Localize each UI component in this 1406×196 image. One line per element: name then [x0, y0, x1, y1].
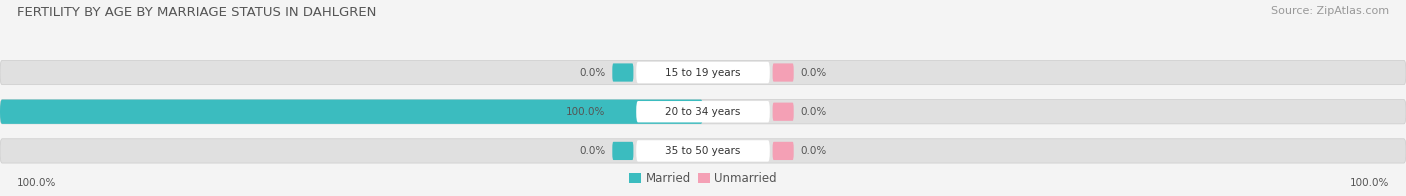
Text: 100.0%: 100.0% — [565, 107, 606, 117]
Text: 0.0%: 0.0% — [801, 107, 827, 117]
FancyBboxPatch shape — [0, 100, 1406, 124]
Text: 100.0%: 100.0% — [17, 178, 56, 188]
Text: FERTILITY BY AGE BY MARRIAGE STATUS IN DAHLGREN: FERTILITY BY AGE BY MARRIAGE STATUS IN D… — [17, 6, 377, 19]
Text: 0.0%: 0.0% — [801, 67, 827, 78]
Text: 20 to 34 years: 20 to 34 years — [665, 107, 741, 117]
Text: 0.0%: 0.0% — [579, 146, 606, 156]
FancyBboxPatch shape — [773, 64, 793, 82]
FancyBboxPatch shape — [637, 140, 770, 162]
Legend: Married, Unmarried: Married, Unmarried — [624, 168, 782, 190]
Text: 35 to 50 years: 35 to 50 years — [665, 146, 741, 156]
FancyBboxPatch shape — [0, 139, 1406, 163]
FancyBboxPatch shape — [637, 62, 770, 83]
FancyBboxPatch shape — [0, 100, 703, 124]
FancyBboxPatch shape — [613, 64, 633, 82]
Text: 100.0%: 100.0% — [1350, 178, 1389, 188]
FancyBboxPatch shape — [0, 60, 1406, 85]
Text: 0.0%: 0.0% — [801, 146, 827, 156]
FancyBboxPatch shape — [613, 142, 633, 160]
FancyBboxPatch shape — [613, 103, 633, 121]
Text: 15 to 19 years: 15 to 19 years — [665, 67, 741, 78]
FancyBboxPatch shape — [773, 103, 793, 121]
FancyBboxPatch shape — [637, 101, 770, 122]
FancyBboxPatch shape — [773, 142, 793, 160]
Text: 0.0%: 0.0% — [579, 67, 606, 78]
Text: Source: ZipAtlas.com: Source: ZipAtlas.com — [1271, 6, 1389, 16]
